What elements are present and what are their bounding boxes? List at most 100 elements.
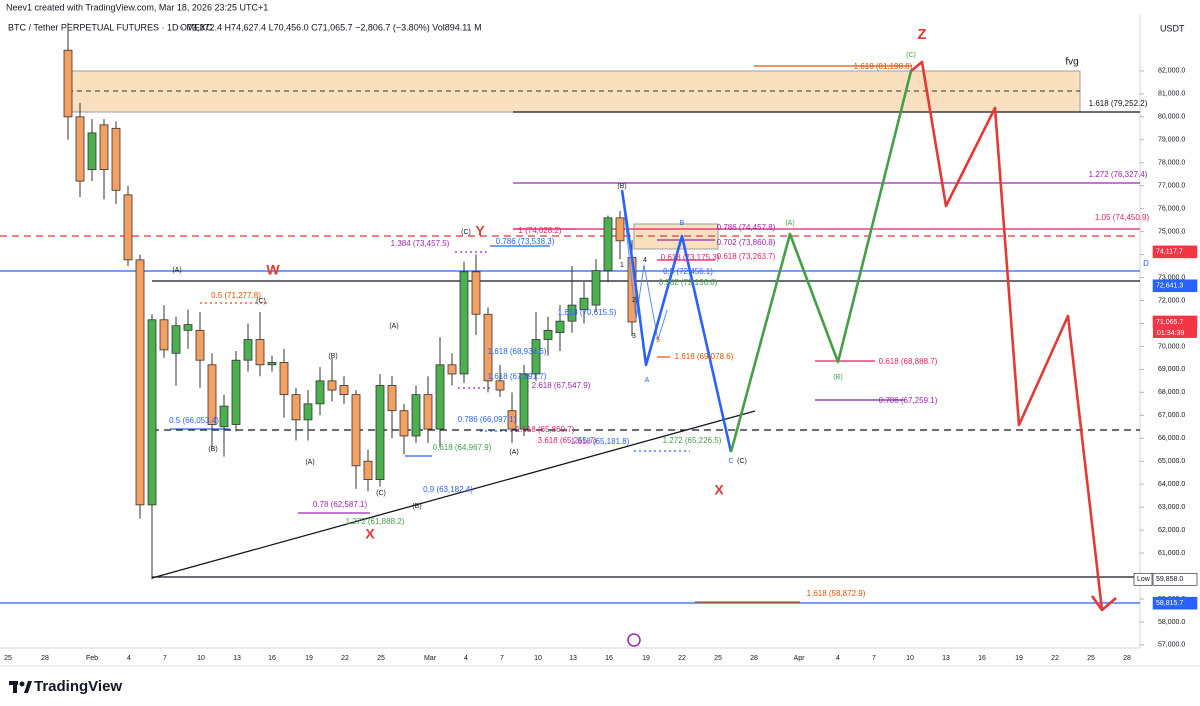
wave-arrowhead bbox=[1090, 595, 1117, 612]
annotation: 0.78 (62,587.1) bbox=[313, 500, 368, 509]
wave-minor bbox=[621, 189, 668, 341]
price-tag-label: 72,641.3 bbox=[1156, 283, 1183, 290]
annotation: (A) bbox=[172, 267, 181, 274]
annotation: B bbox=[680, 220, 685, 227]
candle-body bbox=[147, 319, 157, 506]
price-tag bbox=[1152, 572, 1198, 586]
candle-body bbox=[183, 324, 193, 331]
annotation: 2 bbox=[632, 297, 636, 304]
candle-body bbox=[615, 217, 625, 242]
annotation: 0.382 (72,136.6) bbox=[659, 278, 718, 287]
annotation: D bbox=[1143, 259, 1149, 268]
candle-body bbox=[603, 217, 613, 272]
price-tag bbox=[1152, 245, 1198, 259]
price-tag-note: Low bbox=[1137, 576, 1151, 583]
x-tick-label: 25 bbox=[714, 655, 722, 662]
annotation: 0.786 (67,259.1) bbox=[879, 396, 938, 405]
price-tag bbox=[1152, 279, 1198, 293]
x-tick-label: 19 bbox=[305, 655, 313, 662]
x-tick-label: 19 bbox=[1015, 655, 1023, 662]
annotation: (C) bbox=[461, 229, 471, 236]
candle-body bbox=[423, 394, 433, 430]
annotation: Y bbox=[475, 223, 485, 239]
candle-body bbox=[495, 380, 505, 391]
annotation: 0.786 (73,538.3) bbox=[496, 237, 555, 246]
price-tag bbox=[1152, 596, 1198, 610]
x-tick-label: Mar bbox=[424, 655, 437, 662]
x-tick-label: 13 bbox=[569, 655, 577, 662]
candle-body bbox=[267, 362, 277, 366]
x-tick-label: 4 bbox=[464, 655, 468, 662]
candle-body bbox=[99, 124, 109, 171]
y-tick-label: 64,000.0 bbox=[1158, 481, 1185, 488]
annotation: X bbox=[714, 482, 724, 498]
trend-line bbox=[151, 410, 756, 579]
y-tick-label: 62,000.0 bbox=[1158, 527, 1185, 534]
y-tick-label: 81,000.0 bbox=[1158, 91, 1185, 98]
price-tag-label: 71,065.7 bbox=[1156, 319, 1183, 326]
x-tick-label: 22 bbox=[678, 655, 686, 662]
price-tag-label: 59,858.0 bbox=[1156, 576, 1183, 583]
event-icon bbox=[627, 633, 641, 647]
y-tick-label: 78,000.0 bbox=[1158, 160, 1185, 167]
annotation: (A) bbox=[305, 459, 314, 466]
annotation: 1 (74,028.2) bbox=[518, 226, 561, 235]
y-tick-label: 65,000.0 bbox=[1158, 458, 1185, 465]
candle-body bbox=[159, 319, 169, 351]
x-tick-label: 7 bbox=[163, 655, 167, 662]
x-tick-label: 28 bbox=[41, 655, 49, 662]
annotation: 0.786 (74,457.8) bbox=[717, 223, 776, 232]
candle-body bbox=[135, 259, 145, 506]
candle-body bbox=[279, 362, 289, 396]
annotation: 1 bbox=[620, 262, 624, 269]
candle-body bbox=[387, 385, 397, 412]
candle-body bbox=[63, 49, 73, 118]
x-tick-label: 4 bbox=[836, 655, 840, 662]
y-tick-label: 79,000.0 bbox=[1158, 137, 1185, 144]
candle-body bbox=[327, 380, 337, 391]
candle-body bbox=[243, 339, 253, 361]
annotation: (A) bbox=[785, 220, 794, 227]
annotation: 1.618 (67,891.7) bbox=[488, 372, 547, 381]
countdown-bg bbox=[1153, 327, 1197, 338]
y-tick-label: 58,000.0 bbox=[1158, 619, 1185, 626]
x-tick-label: 16 bbox=[978, 655, 986, 662]
annotation: 3.618 (65,255.7) bbox=[538, 436, 597, 445]
annotation: X bbox=[365, 526, 375, 542]
candle-body bbox=[519, 373, 529, 430]
candle-body bbox=[75, 116, 85, 182]
wave-red bbox=[910, 60, 1104, 611]
annotation: (B) bbox=[208, 446, 217, 453]
annotation: 1.272 (61,888.2) bbox=[346, 517, 405, 526]
annotation: 0.786 (66,097.1) bbox=[458, 415, 517, 424]
candle-body bbox=[195, 329, 205, 361]
candle-body bbox=[579, 297, 589, 311]
y-tick-label: 75,000.0 bbox=[1158, 228, 1185, 235]
candle-body bbox=[351, 394, 361, 467]
annotation: Z bbox=[917, 26, 926, 43]
wave-blue bbox=[620, 189, 733, 453]
annotation: W bbox=[266, 262, 280, 278]
annotation: 1.618 (58,872.9) bbox=[807, 589, 866, 598]
y-tick-label: 63,000.0 bbox=[1158, 504, 1185, 511]
x-tick-label: 16 bbox=[605, 655, 613, 662]
wave-green bbox=[729, 70, 913, 453]
candle-body bbox=[207, 364, 217, 425]
y-tick-label: 68,000.0 bbox=[1158, 389, 1185, 396]
annotation: 4 bbox=[643, 257, 647, 264]
logo bbox=[9, 681, 32, 693]
annotation: 1.05 (74,450.9) bbox=[1095, 213, 1150, 222]
candle-body bbox=[411, 394, 421, 437]
candle-body bbox=[567, 304, 577, 322]
candle-body bbox=[171, 325, 181, 354]
x-tick-label: 19 bbox=[642, 655, 650, 662]
candle-body bbox=[399, 410, 409, 437]
x-tick-label: 7 bbox=[500, 655, 504, 662]
candle-body bbox=[531, 339, 541, 375]
annotation: (C) bbox=[256, 298, 266, 305]
candle-body bbox=[543, 329, 553, 340]
annotation: 5 bbox=[656, 337, 660, 344]
y-tick-label: 69,000.0 bbox=[1158, 366, 1185, 373]
